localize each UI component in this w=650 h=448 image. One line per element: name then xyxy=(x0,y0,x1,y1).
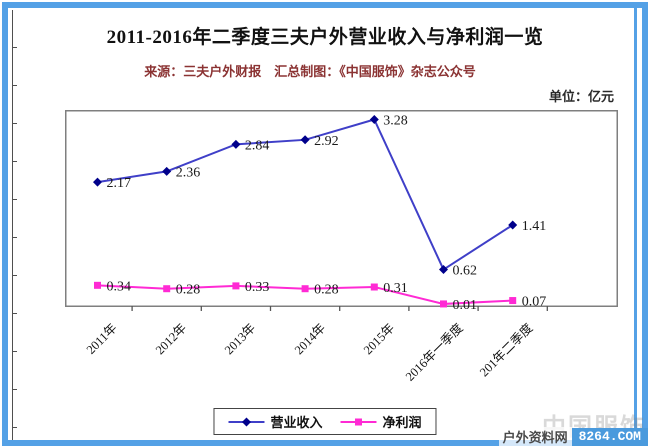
marker-square xyxy=(301,285,309,293)
data-label: 0.07 xyxy=(522,295,547,310)
chart-legend: 营业收入 净利润 xyxy=(213,408,437,435)
line-chart-svg: 2.17 2.36 2.84 2.92 3.28 0.62 1.41 0.34 0.28 0.33… xyxy=(65,110,618,313)
marker-diamond xyxy=(231,139,241,149)
x-axis-label: 2015年 xyxy=(360,320,398,358)
marker-square xyxy=(509,297,517,305)
x-axis-label: 2013年 xyxy=(222,320,259,358)
source-line: 来源：三夫户外财报 汇总制图：《中国服饰》杂志公众号 xyxy=(144,64,476,79)
data-label: 0.31 xyxy=(383,281,408,296)
x-axis-label: 2011年 xyxy=(84,320,121,357)
data-label: 3.28 xyxy=(383,114,408,129)
data-label: 1.41 xyxy=(522,219,547,234)
watermark-domain: 8264.COM xyxy=(571,427,648,446)
data-label: 2.17 xyxy=(107,176,132,191)
legend-label: 净利润 xyxy=(382,415,422,430)
site-watermark: 户外资料网 8264.COM xyxy=(498,427,648,446)
data-label: 0.01 xyxy=(453,298,478,313)
marker-square xyxy=(94,281,101,289)
inner-right-border-line xyxy=(634,8,637,440)
left-axis-line xyxy=(12,10,13,440)
legend-label: 营业收入 xyxy=(270,415,323,430)
plot-border xyxy=(65,110,618,307)
left-axis-ticks xyxy=(13,10,17,440)
data-label: 0.28 xyxy=(176,283,201,298)
marker-square xyxy=(232,282,240,290)
plot-area: 2.17 2.36 2.84 2.92 3.28 0.62 1.41 0.34 0.28 0.33… xyxy=(65,110,618,313)
x-axis-label: 201年二季度 xyxy=(476,320,536,380)
marker-diamond xyxy=(508,220,518,230)
data-label: 0.33 xyxy=(245,280,270,295)
marker-square xyxy=(370,283,378,291)
legend-item-营业收入: 营业收入 xyxy=(228,412,323,431)
data-label: 0.34 xyxy=(107,279,132,294)
marker-square xyxy=(163,285,171,293)
unit-label: 单位：亿元 xyxy=(548,89,614,104)
legend-item-净利润: 净利润 xyxy=(340,412,422,431)
data-label: 2.36 xyxy=(176,165,201,180)
watermark-site-name: 户外资料网 xyxy=(498,427,572,446)
legend-key-icon xyxy=(228,417,265,426)
legend-key-icon xyxy=(340,418,377,425)
marker-diamond xyxy=(369,115,379,125)
x-axis-label: 2016年一季度 xyxy=(403,320,467,384)
x-axis-label: 2012年 xyxy=(153,320,190,358)
data-label: 2.92 xyxy=(314,134,339,149)
marker-diamond xyxy=(93,177,102,187)
marker-diamond xyxy=(439,265,448,275)
data-label: 0.62 xyxy=(453,264,478,279)
data-label: 0.28 xyxy=(314,283,339,298)
x-axis-label: 2014年 xyxy=(291,320,328,358)
marker-diamond xyxy=(162,166,172,176)
marker-diamond xyxy=(300,135,310,145)
chart-title: 2011-2016年二季度三夫户外营业收入与净利润一览 xyxy=(106,27,544,48)
data-label: 2.84 xyxy=(245,138,270,153)
marker-square xyxy=(440,300,447,308)
